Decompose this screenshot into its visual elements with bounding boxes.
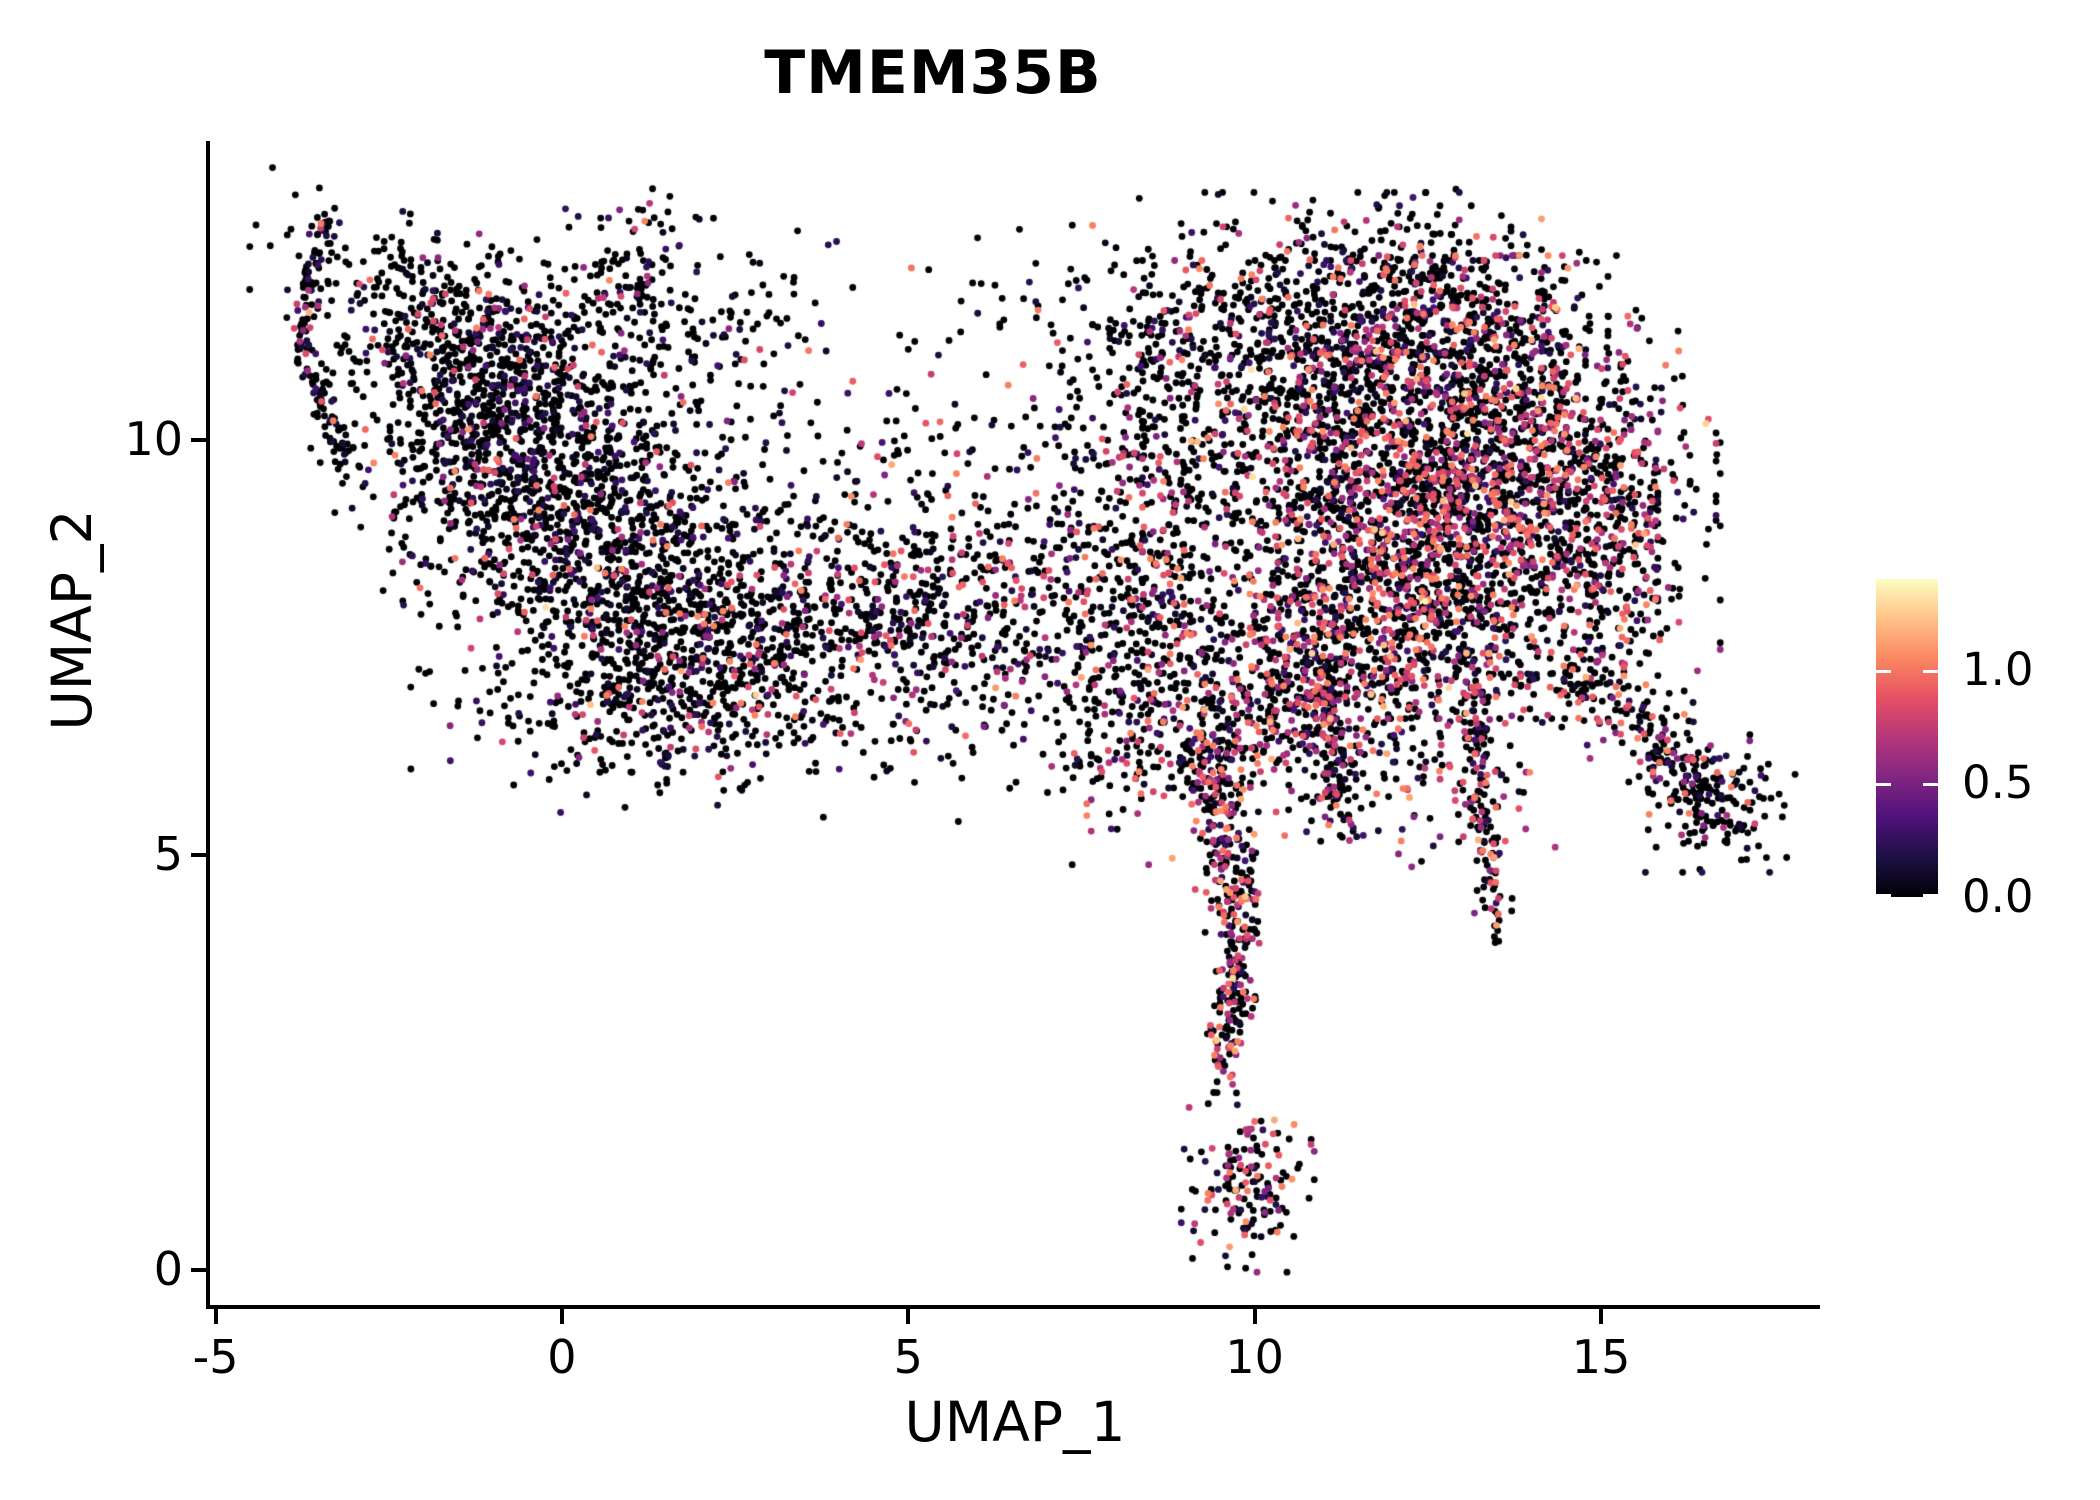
- y-tick-label: 0: [153, 1241, 183, 1296]
- x-tick-mark: [213, 1309, 218, 1324]
- x-tick-label: 15: [1571, 1330, 1631, 1384]
- x-tick-mark: [1252, 1309, 1257, 1324]
- colorbar-tick-mark: [1923, 669, 1938, 673]
- colorbar-tick-mark: [1923, 894, 1938, 897]
- colorbar-tick-mark: [1876, 894, 1891, 897]
- x-tick-label: -5: [192, 1330, 239, 1384]
- x-axis-title: UMAP_1: [904, 1390, 1126, 1454]
- x-tick-label: 10: [1225, 1330, 1284, 1384]
- y-tick-mark: [191, 437, 206, 442]
- colorbar-tick-mark: [1876, 783, 1891, 787]
- colorbar-tick-label: 1.0: [1962, 642, 2034, 696]
- colorbar-tick-label: 0.0: [1962, 870, 2034, 923]
- x-axis-line: [206, 1305, 1820, 1309]
- y-tick-mark: [191, 1267, 206, 1272]
- colorbar-tick-mark: [1923, 783, 1938, 787]
- colorbar-tick-label: 0.5: [1962, 756, 2034, 810]
- y-axis-title: UMAP_2: [40, 509, 104, 731]
- x-tick-mark: [559, 1309, 564, 1324]
- y-axis-line: [206, 141, 210, 1309]
- x-tick-label: 5: [893, 1330, 923, 1384]
- colorbar-gradient: [1876, 579, 1938, 897]
- colorbar-tick-mark: [1876, 669, 1891, 673]
- x-tick-label: 0: [547, 1330, 577, 1384]
- x-tick-mark: [1599, 1309, 1604, 1324]
- y-tick-mark: [191, 852, 206, 857]
- y-tick-label: 5: [153, 826, 183, 881]
- x-tick-mark: [906, 1309, 911, 1324]
- y-tick-label: 10: [124, 411, 183, 466]
